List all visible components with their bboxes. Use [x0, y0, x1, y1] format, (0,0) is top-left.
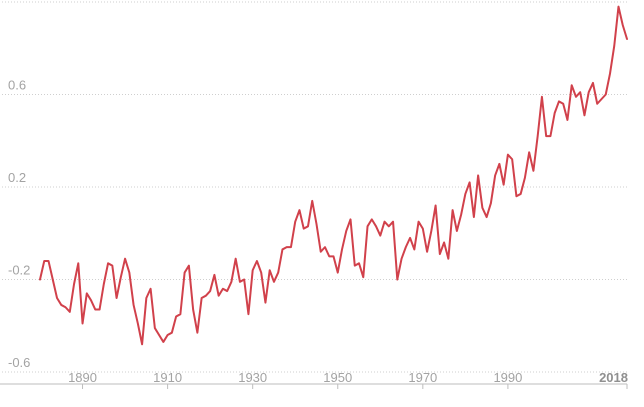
x-tick-label: 1910 [153, 370, 182, 385]
x-tick-label: 1890 [68, 370, 97, 385]
y-tick-label: 0.6 [8, 78, 26, 93]
series-group [39, 5, 628, 346]
x-tick-label: 1950 [323, 370, 352, 385]
x-tick-label: 2018 [599, 370, 628, 385]
y-tick-label: 0.2 [8, 170, 26, 185]
x-tick-label: 1990 [493, 370, 522, 385]
x-axis-ticks: 1890 1910 1930 1950 1970 1990 2018 [68, 370, 628, 389]
y-axis-tick-labels: -0.6 -0.2 0.2 0.6 [8, 78, 30, 371]
gridlines [2, 1, 627, 373]
y-tick-label: -0.2 [8, 263, 30, 278]
x-tick-label: 1930 [238, 370, 267, 385]
x-tick-label: 1970 [408, 370, 437, 385]
y-tick-label: -0.6 [8, 355, 30, 370]
series-line [39, 5, 628, 346]
